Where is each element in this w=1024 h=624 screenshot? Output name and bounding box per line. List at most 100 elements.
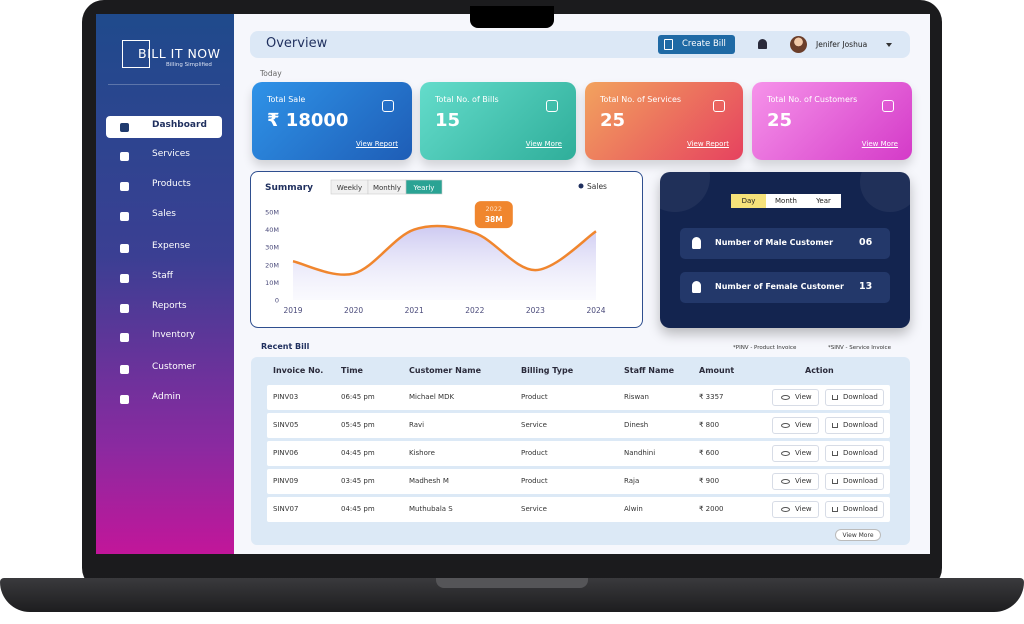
table-cell: 04:45 pm [341,505,375,513]
sales-line [292,224,597,276]
table-cell: Raja [624,477,640,485]
column-header: Action [805,366,834,375]
recent-bill-title: Recent Bill [261,342,310,351]
x-tick-label: 2023 [526,306,545,315]
download-button[interactable]: Download [825,473,884,490]
card-value: 15 [435,110,461,131]
download-label: Download [843,505,878,513]
decor-circle [860,172,910,212]
table-cell: 03:45 pm [341,477,375,485]
eye-icon [781,479,790,484]
table-cell: Service [521,505,547,513]
laptop-notch [436,578,588,588]
table-cell: PINV03 [273,393,299,401]
customer-row: Number of Female Customer 13 [680,272,890,303]
column-header: Amount [699,366,735,375]
eye-icon [781,507,790,512]
customer-value: 06 [859,237,873,248]
customer-tab[interactable]: Day [731,194,766,208]
y-tick-label: 30M [265,244,279,252]
user-menu-caret[interactable] [886,43,892,47]
view-button[interactable]: View [772,389,819,406]
y-tick-label: 40M [265,226,279,234]
chart-tab-label[interactable]: Weekly [337,184,362,192]
customer-row: Number of Male Customer 06 [680,228,890,259]
view-label: View [795,393,812,401]
card-link[interactable]: View More [525,140,562,148]
menu-item[interactable]: Sales [152,209,176,219]
menu-item[interactable]: Staff [152,271,173,281]
create-bill-button[interactable]: Create Bill [658,35,735,54]
legend-label: Sales [587,182,607,191]
card-link[interactable]: View More [861,140,898,148]
menu-icon [120,274,129,283]
view-label: View [795,477,812,485]
download-button[interactable]: Download [825,445,884,462]
menu-item[interactable]: Dashboard [152,120,207,130]
column-header: Time [341,366,363,375]
menu-item[interactable]: Services [152,149,190,159]
card-icon [882,100,894,112]
tooltip-box [474,201,513,229]
customer-panel: Day Month Year Number of Male Customer 06 Num… [660,172,910,328]
table-cell: Riswan [624,393,649,401]
download-icon [832,451,838,456]
menu-item[interactable]: Products [152,179,191,189]
view-button[interactable]: View [772,501,819,518]
table-cell: ₹ 900 [699,477,720,485]
download-label: Download [843,449,878,457]
chart-tab[interactable] [405,179,443,195]
customer-value: 13 [859,281,873,292]
download-button[interactable]: Download [825,389,884,406]
card-value: 25 [767,110,793,131]
sidebar [96,14,234,554]
header-bar [250,31,910,58]
menu-item[interactable]: Inventory [152,330,195,340]
avatar [790,36,807,53]
table-cell: Muthubala S [409,505,453,513]
column-header: Customer Name [409,366,481,375]
view-button[interactable]: View [772,417,819,434]
menu-item[interactable]: Expense [152,241,191,251]
download-button[interactable]: Download [825,501,884,518]
chart-tab-label[interactable]: Yearly [413,184,435,192]
card-title: Total No. of Services [600,95,682,104]
customer-label: Number of Male Customer [715,238,834,247]
view-more-button[interactable]: View More [835,529,881,541]
menu-icon [120,244,129,253]
download-button[interactable]: Download [825,417,884,434]
column-header: Billing Type [521,366,574,375]
user-name: Jenifer Joshua [816,40,868,49]
create-bill-label: Create Bill [682,39,726,49]
column-header: Staff Name [624,366,675,375]
view-label: View [795,505,812,513]
customer-tab[interactable]: Year [806,194,841,208]
menu-item[interactable]: Customer [152,362,196,372]
table-cell: Nandhini [624,449,656,457]
customer-tab[interactable]: Month [766,194,806,208]
menu-item[interactable]: Admin [152,392,181,402]
notification-bell[interactable] [758,39,767,49]
eye-icon [781,395,790,400]
card-icon [382,100,394,112]
menu-item[interactable]: Reports [152,301,187,311]
table-cell: Kishore [409,449,435,457]
table-cell: SINV05 [273,421,299,429]
card-link[interactable]: View Report [686,140,729,148]
view-label: View [795,449,812,457]
brand: BILL IT NOW [138,46,221,61]
card-value: 25 [600,110,626,131]
view-button[interactable]: View [772,473,819,490]
card-icon [713,100,725,112]
create-bill-icon [664,39,673,50]
view-button[interactable]: View [772,445,819,462]
table-cell: PINV06 [273,449,299,457]
chart-tab-label[interactable]: Monthly [373,184,401,192]
table-cell: PINV09 [273,477,299,485]
table-cell: 06:45 pm [341,393,375,401]
menu-icon [120,333,129,342]
table-cell: 05:45 pm [341,421,375,429]
card-icon [546,100,558,112]
card-link[interactable]: View Report [355,140,398,148]
person-icon [692,281,701,293]
